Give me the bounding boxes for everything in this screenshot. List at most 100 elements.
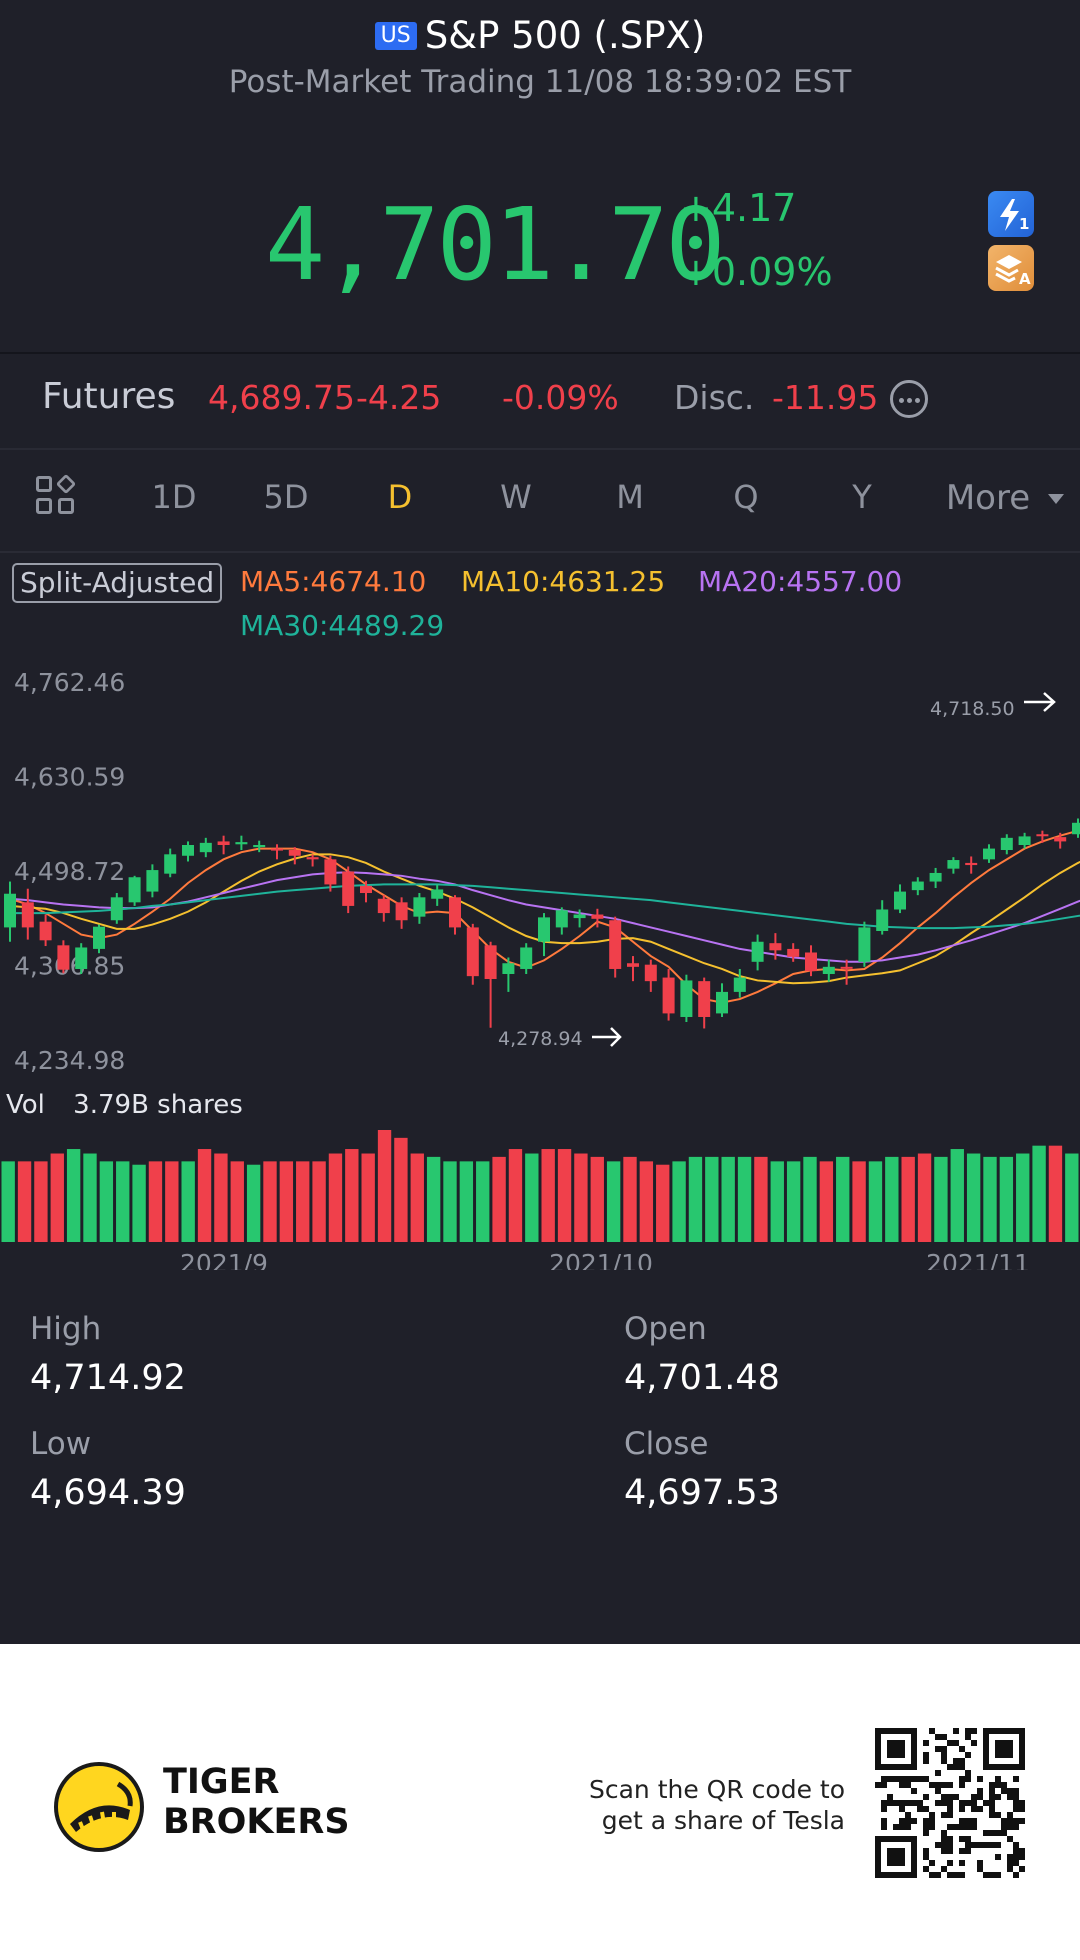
title-row: US S&P 500 (.SPX) (0, 14, 1080, 57)
candle-body (484, 945, 497, 980)
volume-value: 3.79B shares (73, 1090, 243, 1120)
ma20-label: MA20:4557.00 (698, 565, 903, 598)
volume-title: Vol (6, 1090, 45, 1120)
candle-body (911, 881, 924, 891)
price-change: +4.17 (680, 186, 797, 230)
tab-m[interactable]: M (616, 478, 644, 516)
scan-text: Scan the QR code to get a share of Tesla (570, 1774, 845, 1836)
more-options-icon[interactable] (890, 380, 928, 418)
volume-bar (1016, 1153, 1030, 1242)
candle-body (271, 848, 283, 851)
high-label: High (30, 1311, 102, 1347)
candle-body (466, 927, 479, 977)
tab-q[interactable]: Q (733, 478, 759, 516)
scan-line-1: Scan the QR code to (588, 1775, 845, 1804)
trading-status: Post-Market Trading 11/08 18:39:02 EST (228, 64, 852, 100)
volume-bar (705, 1156, 719, 1242)
volume-bar (50, 1153, 64, 1242)
volume-bar (361, 1153, 375, 1242)
volume-bar (426, 1156, 441, 1242)
chart-type-icon[interactable] (36, 473, 78, 518)
tab-more[interactable]: More (945, 478, 1031, 518)
volume-bar (950, 1149, 964, 1242)
volume-bar (836, 1156, 850, 1242)
volume-bar (917, 1153, 932, 1242)
volume-bar (1032, 1145, 1046, 1242)
candle-body (1072, 822, 1080, 835)
volume-bar (1065, 1153, 1079, 1242)
y-tick-label: 4,762.46 (14, 668, 125, 697)
y-tick-label: 4,366.85 (14, 952, 125, 981)
candle-body (627, 963, 639, 967)
lightning-glyph (1000, 199, 1019, 231)
tab-w[interactable]: W (500, 478, 532, 516)
candle-body (110, 897, 123, 921)
disc-value: -11.95 (772, 378, 879, 417)
ma10-label: MA10:4631.25 (461, 565, 666, 598)
volume-bar (721, 1156, 735, 1242)
page-title[interactable]: S&P 500 (.SPX) (424, 14, 706, 57)
candle-body (538, 917, 550, 942)
volume-bar (934, 1156, 948, 1242)
volume-bar (754, 1156, 768, 1242)
candle-body (876, 909, 889, 931)
volume-bar (868, 1161, 883, 1242)
volume-bar (410, 1153, 424, 1242)
volume-bar (148, 1161, 163, 1242)
volume-bar (688, 1156, 703, 1242)
open-value: 4,701.48 (624, 1358, 780, 1398)
chevron-down-icon[interactable] (1047, 492, 1065, 506)
candle-body (1018, 836, 1031, 846)
candle-body (431, 889, 444, 899)
split-adjusted-button[interactable]: Split-Adjusted (12, 563, 223, 603)
candle-body (449, 897, 461, 928)
tab-1d[interactable]: 1D (151, 478, 197, 516)
divider (0, 448, 1080, 450)
volume-bar (459, 1161, 474, 1242)
candlestick-chart[interactable]: 4,762.46 4,630.59 4,498.72 4,366.85 4,234.98… (0, 660, 1080, 1270)
tiger-logo-icon (54, 1762, 144, 1852)
candle-body (965, 862, 978, 866)
volume-bar (819, 1161, 834, 1242)
volume-bar (246, 1164, 261, 1242)
y-tick-label: 4,630.59 (14, 763, 125, 792)
volume-bar (328, 1153, 343, 1242)
candle-body (840, 966, 853, 969)
flash-trade-icon[interactable]: 1 (988, 191, 1034, 237)
volume-bar (623, 1156, 637, 1242)
volume-bar (639, 1161, 654, 1242)
high-marker-label: 4,718.50 (930, 698, 1015, 720)
candle-body (591, 914, 604, 919)
candle-body (235, 842, 248, 845)
candle-body (413, 897, 426, 917)
volume-bar (66, 1149, 81, 1242)
candle-body (182, 845, 194, 856)
futures-change: -4.25 (356, 378, 442, 417)
volume-bar (263, 1161, 277, 1242)
candle-body (128, 877, 141, 903)
brand-name: TIGER BROKERS (163, 1762, 350, 1842)
candle-body (360, 885, 372, 894)
volume-bar (656, 1164, 670, 1242)
candle-body (57, 945, 70, 970)
volume-bar (296, 1161, 310, 1242)
volume-bar (181, 1161, 195, 1242)
y-tick-label: 4,498.72 (14, 857, 125, 886)
candle-body (644, 964, 657, 982)
candle-body (75, 947, 88, 969)
divider (0, 551, 1080, 553)
candle-body (822, 966, 835, 974)
ma5-label: MA5:4674.10 (240, 565, 427, 598)
futures-row[interactable]: Futures 4,689.75 -4.25 -0.09% Disc. -11.… (0, 376, 1080, 422)
volume-bar (606, 1161, 621, 1242)
volume-bar (1, 1161, 15, 1242)
tab-y[interactable]: Y (852, 478, 872, 516)
layers-icon[interactable]: A (988, 245, 1034, 291)
volume-bar (476, 1161, 490, 1242)
qr-code-icon[interactable] (875, 1728, 1025, 1878)
layers-glyph (995, 255, 1022, 283)
tab-5d[interactable]: 5D (263, 478, 309, 516)
arrow-right-icon (1024, 692, 1056, 712)
tab-d[interactable]: D (387, 478, 413, 516)
volume-bar (737, 1156, 752, 1242)
